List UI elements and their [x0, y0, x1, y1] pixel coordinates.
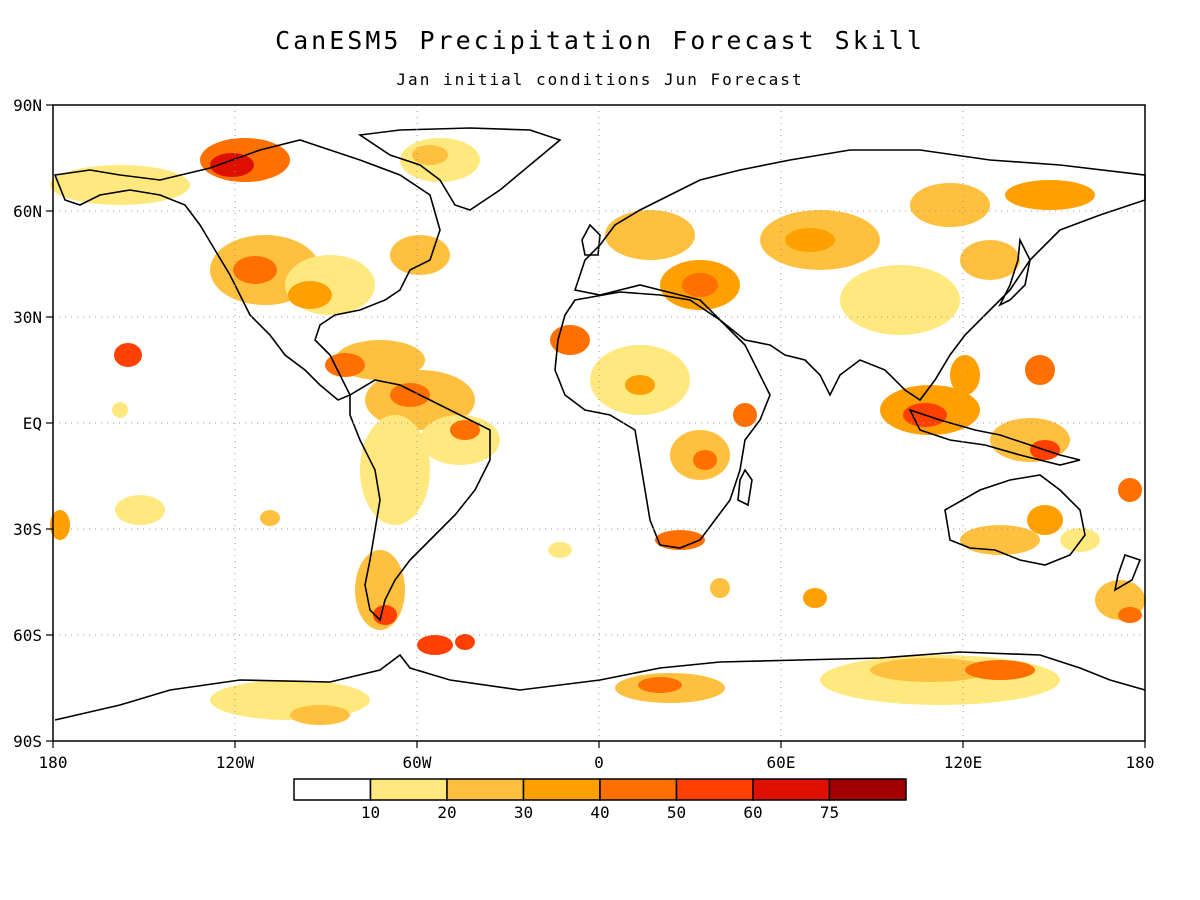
legend-level-label: 50: [667, 803, 686, 822]
south-america-outline: [349, 379, 491, 622]
lon-label: 180: [39, 753, 68, 772]
lon-label: 60E: [767, 753, 796, 772]
madagascar-outline: [737, 468, 753, 507]
lat-label: 60S: [13, 626, 42, 645]
legend-level-label: 75: [820, 803, 839, 822]
longitude-labels: 180 120W 60W 0 60E 120E 180: [39, 753, 1155, 772]
lon-label: 120W: [216, 753, 255, 772]
legend-swatch: [599, 778, 678, 801]
new-zealand-outline: [1113, 553, 1142, 592]
map-title: CanESM5 Precipitation Forecast Skill: [275, 26, 925, 55]
lat-label: 30S: [13, 520, 42, 539]
uk-outline: [581, 223, 601, 256]
lon-label: 60W: [403, 753, 432, 772]
legend-swatch: [828, 778, 907, 801]
legend-colorbar: 10 20 30 40 50 60 75: [293, 778, 907, 822]
lat-label: EQ: [23, 414, 42, 433]
antarctica-outline: [54, 651, 1146, 721]
legend-level-label: 20: [437, 803, 456, 822]
latitude-labels: 90N 60N 30N EQ 30S 60S 90S: [13, 96, 42, 751]
australia-outline: [944, 474, 1086, 566]
greenland-outline: [357, 127, 562, 211]
lat-label: 90S: [13, 732, 42, 751]
lat-label: 30N: [13, 308, 42, 327]
coastlines: [53, 127, 1146, 721]
legend-swatch: [446, 778, 525, 801]
map-panel: 90N 60N 30N EQ 30S 60S 90S 180 120W 60W …: [13, 96, 1154, 772]
legend-swatch: [752, 778, 831, 801]
legend-level-label: 30: [514, 803, 533, 822]
lon-label: 120E: [944, 753, 983, 772]
map-subtitle: Jan initial conditions Jun Forecast: [396, 70, 804, 89]
lon-label: 180: [1126, 753, 1155, 772]
eurasia-outline: [573, 149, 1146, 402]
lat-label: 60N: [13, 202, 42, 221]
legend-level-label: 60: [743, 803, 762, 822]
africa-outline: [554, 291, 771, 549]
legend-swatch: [369, 778, 448, 801]
axis-ticks: [46, 104, 1146, 748]
legend-swatch: [293, 778, 372, 801]
north-america-outline: [53, 139, 441, 401]
legend-swatch: [522, 778, 601, 801]
lon-label: 0: [594, 753, 604, 772]
gridlines: [53, 105, 1145, 741]
legend-level-label: 40: [590, 803, 609, 822]
maritime-continent-outline: [908, 408, 1081, 466]
lat-label: 90N: [13, 96, 42, 115]
japan-outline: [998, 237, 1031, 307]
skill-shading: [50, 138, 1145, 725]
legend-swatch: [675, 778, 754, 801]
legend-level-label: 10: [361, 803, 380, 822]
